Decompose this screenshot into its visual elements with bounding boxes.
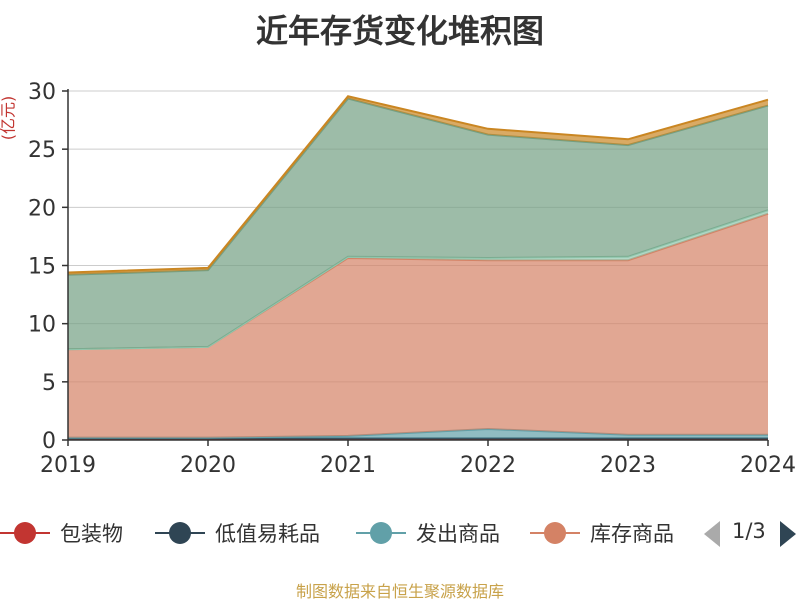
x-tick-label: 2019 — [40, 453, 96, 478]
legend-items: 包装物 低值易耗品 发出商品 库存商品 — [0, 515, 685, 551]
x-tick-label: 2021 — [320, 453, 376, 478]
area-series-3 — [68, 213, 768, 438]
legend-item[interactable]: 库存商品 — [530, 515, 674, 551]
legend-marker-icon — [530, 520, 580, 546]
legend-label: 发出商品 — [416, 522, 500, 546]
series-line-6 — [67, 95, 769, 274]
area-series-2 — [68, 428, 768, 439]
legend-label: 低值易耗品 — [215, 522, 320, 546]
area-series-5 — [68, 98, 768, 350]
legend-page-indicator: 1/3 — [732, 519, 766, 543]
area-series — [67, 95, 769, 440]
legend-item[interactable]: 发出商品 — [356, 515, 500, 551]
x-tick-label: 2023 — [600, 453, 656, 478]
legend-pager: 1/3 — [700, 515, 800, 551]
legend-marker-icon — [155, 520, 205, 546]
legend: 包装物 低值易耗品 发出商品 库存商品 1/3 — [0, 515, 800, 551]
y-tick-label: 0 — [42, 429, 56, 454]
y-tick-label: 30 — [28, 80, 56, 105]
legend-label: 包装物 — [60, 522, 123, 546]
legend-prev-page-icon[interactable] — [704, 521, 720, 547]
y-tick-label: 10 — [28, 313, 56, 338]
legend-item[interactable]: 包装物 — [0, 515, 123, 551]
y-tick-label: 15 — [28, 255, 56, 280]
legend-item[interactable]: 低值易耗品 — [155, 515, 320, 551]
axes: 0 5 10 15 20 25 30 2019 2020 2021 2022 2023 2024 — [28, 80, 796, 478]
x-tick-label: 2024 — [740, 453, 796, 478]
y-tick-label: 5 — [42, 371, 56, 396]
legend-marker-icon — [356, 520, 406, 546]
data-source-note: 制图数据来自恒生聚源数据库 — [295, 582, 504, 601]
legend-label: 库存商品 — [590, 522, 674, 546]
legend-marker-icon — [0, 520, 50, 546]
x-tick-label: 2020 — [180, 453, 236, 478]
y-tick-label: 25 — [28, 138, 56, 163]
x-tick-label: 2022 — [460, 453, 516, 478]
stacked-area-chart: 0 5 10 15 20 25 30 2019 2020 2021 2022 2023 2024 — [28, 80, 796, 478]
area-series-6 — [68, 96, 768, 275]
y-tick-label: 20 — [28, 196, 56, 221]
legend-next-page-icon[interactable] — [780, 521, 796, 547]
chart-title: 近年存货变化堆积图 — [255, 12, 544, 50]
